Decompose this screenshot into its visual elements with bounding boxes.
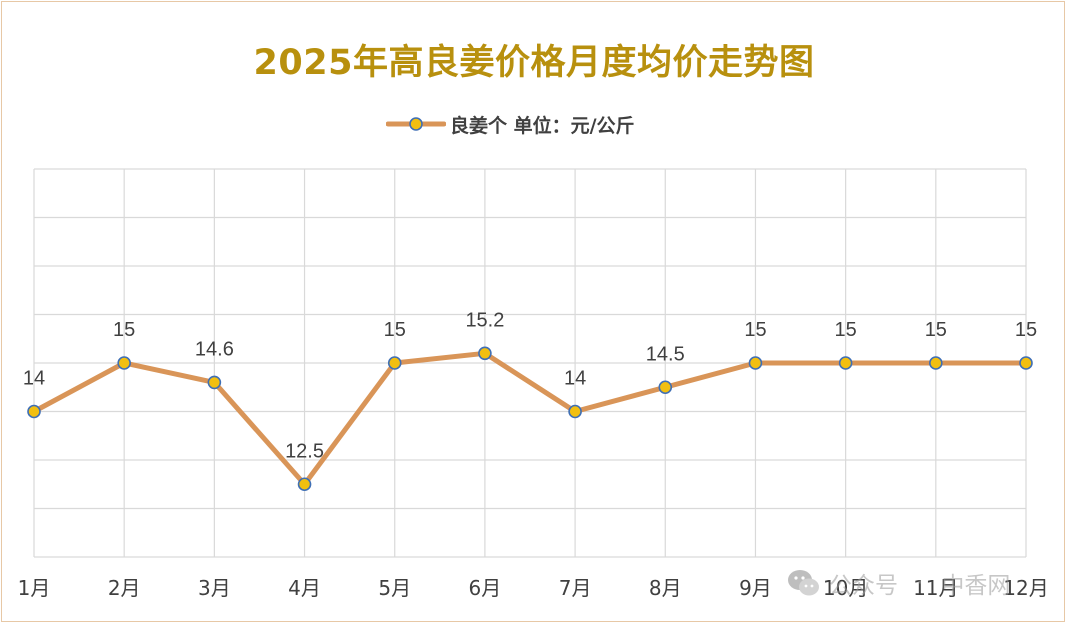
data-point: [658, 380, 673, 395]
data-point: [478, 346, 492, 361]
x-tick-label: 7月: [559, 576, 592, 600]
watermark-left-text: 公众号: [829, 573, 898, 599]
series-line: [31, 350, 1029, 487]
watermark: 公众号 · 中香网: [787, 566, 1010, 600]
data-label: 14: [564, 368, 586, 390]
x-tick-label: 11月: [913, 576, 958, 600]
x-tick-label: 1月: [18, 576, 51, 600]
data-point: [929, 356, 943, 370]
x-tick-label: 5月: [378, 576, 411, 600]
chart-legend: 良姜个 单位：元/公斤: [386, 110, 635, 138]
legend-label: 良姜个 单位：元/公斤: [450, 114, 635, 137]
data-point: [117, 356, 131, 370]
data-point: [297, 477, 312, 492]
x-tick-label: 9月: [739, 576, 772, 600]
watermark-separator: ·: [916, 570, 924, 596]
data-label: 14: [23, 368, 45, 390]
chart-title: 2025年高良姜价格月度均价走势图: [253, 43, 815, 83]
data-point: [27, 404, 41, 419]
data-point: [838, 356, 853, 370]
data-label: 15: [925, 319, 947, 341]
data-label: 14.5: [646, 343, 685, 365]
data-point: [748, 356, 763, 370]
data-point: [568, 404, 582, 419]
data-label: 15: [384, 319, 406, 341]
x-tick-label: 2月: [108, 576, 141, 600]
data-label: 14.6: [195, 338, 234, 360]
data-label: 15: [113, 319, 135, 341]
data-point: [387, 356, 402, 370]
data-label: 15: [1015, 319, 1037, 341]
x-tick-label: 8月: [649, 576, 682, 600]
data-label: 15: [835, 319, 857, 341]
data-label: 15: [744, 319, 766, 341]
data-label: 15.2: [465, 309, 504, 331]
x-tick-label: 12月: [1003, 576, 1048, 600]
data-label: 12.5: [285, 440, 324, 462]
x-tick-label: 4月: [288, 576, 321, 600]
wechat-icon: [788, 570, 819, 596]
legend-line-marker-icon: [386, 117, 446, 131]
x-tick-label: 10月: [823, 576, 868, 600]
data-point: [1019, 356, 1033, 370]
data-point: [207, 375, 222, 390]
x-tick-label: 3月: [198, 576, 231, 600]
x-tick-label: 6月: [469, 576, 502, 600]
watermark-right-text: 中香网: [941, 573, 1011, 599]
